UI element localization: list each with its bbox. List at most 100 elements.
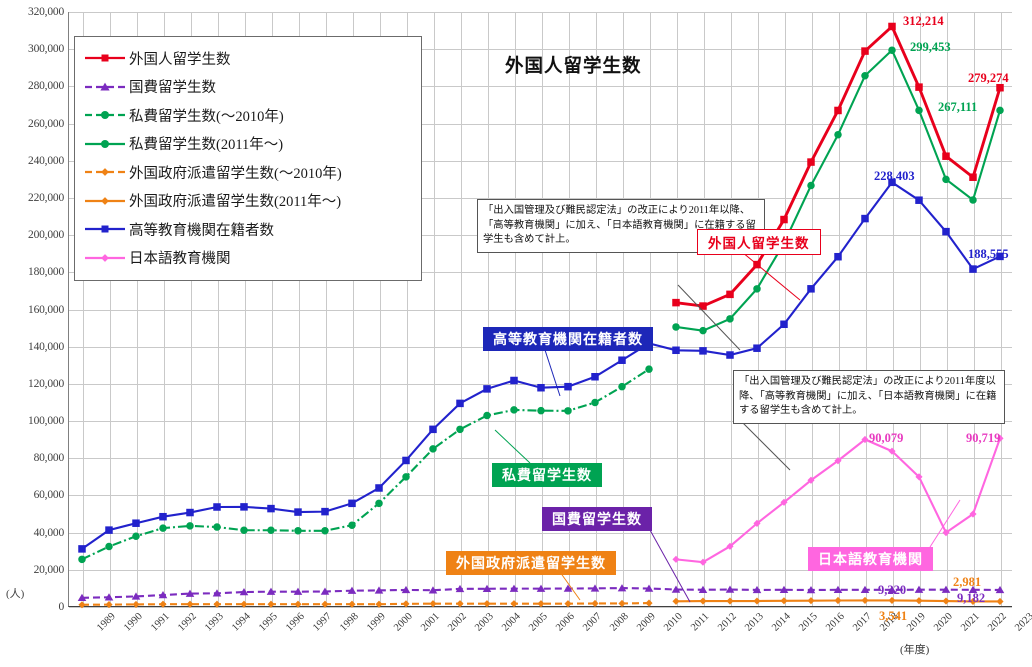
x-axis-tick-label: 1998 <box>338 611 361 634</box>
grid-line <box>69 495 1012 497</box>
callout-government-funded: 国費留学生数 <box>542 507 652 531</box>
grid-line <box>677 12 678 606</box>
grid-line <box>69 607 1012 608</box>
legend-symbol-icon <box>85 251 125 265</box>
grid-line <box>488 12 489 606</box>
y-axis-tick-label: 0 <box>58 601 64 613</box>
x-axis-tick-label: 2007 <box>581 611 604 634</box>
legend-item-label: 国費留学生数 <box>129 80 216 97</box>
x-axis-tick-label: 2010 <box>662 611 685 634</box>
data-value-label: 9,220 <box>878 583 907 597</box>
legend-symbol-icon <box>85 165 125 179</box>
grid-line <box>434 12 435 606</box>
x-axis-tick-label: 2023 <box>1013 611 1032 634</box>
data-value-label: 228,403 <box>874 169 915 183</box>
legend-item-7[interactable]: 日本語教育機関 <box>85 244 411 273</box>
y-axis-tick-label: 20,000 <box>33 563 65 576</box>
x-axis-tick-label: 2022 <box>986 611 1009 634</box>
x-axis-tick-label: 1996 <box>284 611 307 634</box>
y-axis-tick-label: 220,000 <box>28 191 64 204</box>
x-axis-tick-label: 1991 <box>149 611 172 634</box>
annotation-note-2: 「出入国管理及び難民認定法」の改正により2011年度以降、「高等教育機関」に加え… <box>733 370 1005 424</box>
x-axis-tick-label: 1989 <box>95 611 118 634</box>
x-axis-unit: (年度) <box>900 644 930 656</box>
x-axis-tick-label: 1997 <box>311 611 334 634</box>
x-axis-tick-label: 2004 <box>500 611 523 634</box>
x-axis-ticks: 1989 1990 1991 1992 1993 1994 1995 1996 1997 1998… <box>0 611 1032 657</box>
y-axis-unit: (人) <box>6 588 25 600</box>
x-axis-tick-label: 2012 <box>716 611 739 634</box>
legend-item-3[interactable]: 私費留学生数(2011年～) <box>85 130 411 159</box>
grid-line <box>69 532 1012 534</box>
data-value-label: 279,274 <box>968 71 1009 85</box>
y-axis-tick-label: 200,000 <box>28 229 64 242</box>
grid-line <box>731 12 732 606</box>
x-axis-tick-label: 2016 <box>824 611 847 634</box>
grid-line <box>758 12 759 606</box>
grid-line <box>461 12 462 606</box>
legend-item-label: 高等教育機関在籍者数 <box>129 222 274 239</box>
legend-item-label: 外国政府派遣留学生数(～2010年) <box>129 165 342 182</box>
y-axis-ticks: 0 20,000 40,000 60,000 80,000 100,000 120,000 1… <box>0 6 65 613</box>
y-axis-tick-label: 100,000 <box>28 415 64 428</box>
data-value-label: 267,111 <box>938 100 978 114</box>
data-value-label: 9,182 <box>957 591 986 605</box>
x-axis-tick-label: 2001 <box>419 611 442 634</box>
legend-symbol-icon <box>85 194 125 208</box>
x-axis-tick-label: 2003 <box>473 611 496 634</box>
legend-symbol-icon <box>85 51 125 65</box>
grid-line <box>69 160 1012 162</box>
grid-line <box>920 12 921 606</box>
legend-item-1[interactable]: 国費留学生数 <box>85 73 411 102</box>
x-axis-tick-label: 2005 <box>527 611 550 634</box>
y-axis-tick-label: 300,000 <box>28 43 64 56</box>
data-value-label: 2,981 <box>953 575 982 589</box>
chart-title: 外国人留学生数 <box>505 57 642 77</box>
grid-line <box>515 12 516 606</box>
x-axis-tick-label: 2017 <box>851 611 874 634</box>
callout-higher-education: 高等教育機関在籍者数 <box>483 327 653 351</box>
y-axis-tick-label: 60,000 <box>33 489 65 502</box>
y-axis-tick-label: 240,000 <box>28 154 64 167</box>
data-value-label: 188,555 <box>968 247 1009 261</box>
legend-item-label: 私費留学生数(～2010年) <box>129 108 284 125</box>
grid-line <box>69 309 1012 311</box>
legend-item-0[interactable]: 外国人留学生数 <box>85 44 411 73</box>
data-value-label: 312,214 <box>903 14 944 28</box>
x-axis-tick-label: 2011 <box>689 611 712 634</box>
legend-item-6[interactable]: 高等教育機関在籍者数 <box>85 215 411 244</box>
grid-line <box>69 12 1012 13</box>
y-axis-tick-label: 120,000 <box>28 377 64 390</box>
legend-symbol-icon <box>85 108 125 122</box>
data-value-label: 90,079 <box>869 431 904 445</box>
legend-item-label: 日本語教育機関 <box>129 251 231 268</box>
x-axis-tick-label: 2020 <box>932 611 955 634</box>
x-axis-tick-label: 2006 <box>554 611 577 634</box>
legend-symbol-icon <box>85 222 125 236</box>
legend-item-label: 外国政府派遣留学生数(2011年～) <box>129 194 342 211</box>
x-axis-tick-label: 2015 <box>797 611 820 634</box>
x-axis-tick-label: 1990 <box>122 611 145 634</box>
callout-foreign-govt-dispatch: 外国政府派遣留学生数 <box>446 551 616 575</box>
y-axis-tick-label: 80,000 <box>33 452 65 465</box>
grid-line <box>1001 12 1002 606</box>
legend-item-label: 私費留学生数(2011年～) <box>129 137 284 154</box>
data-value-label: 3,541 <box>879 609 908 623</box>
y-axis-tick-label: 180,000 <box>28 266 64 279</box>
x-axis-tick-label: 2009 <box>635 611 658 634</box>
callout-private-funded: 私費留学生数 <box>492 463 602 487</box>
x-axis-tick-label: 2013 <box>743 611 766 634</box>
grid-line <box>785 12 786 606</box>
grid-line <box>893 12 894 606</box>
x-axis-tick-label: 1994 <box>230 611 253 634</box>
legend-item-4[interactable]: 外国政府派遣留学生数(～2010年) <box>85 158 411 187</box>
y-axis-tick-label: 40,000 <box>33 526 65 539</box>
legend-item-5[interactable]: 外国政府派遣留学生数(2011年～) <box>85 187 411 216</box>
grid-line <box>69 458 1012 460</box>
callout-foreign-students: 外国人留学生数 <box>697 229 821 255</box>
legend-symbol-icon <box>85 137 125 151</box>
legend-item-2[interactable]: 私費留学生数(～2010年) <box>85 101 411 130</box>
grid-line <box>69 123 1012 125</box>
data-value-label: 299,453 <box>910 40 951 54</box>
grid-line <box>812 12 813 606</box>
